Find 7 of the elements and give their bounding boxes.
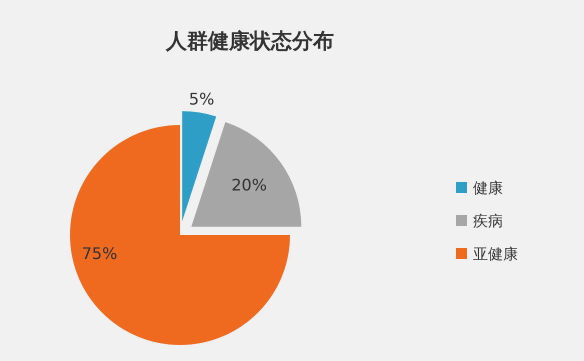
data-label: 20% (231, 176, 267, 195)
legend-label: 亚健康 (473, 245, 518, 263)
legend-label: 健康 (473, 179, 503, 197)
data-label: 5% (188, 90, 214, 109)
legend-label: 疾病 (473, 212, 503, 230)
data-label: 75% (82, 244, 118, 263)
chart-title: 人群健康状态分布 (165, 29, 334, 53)
